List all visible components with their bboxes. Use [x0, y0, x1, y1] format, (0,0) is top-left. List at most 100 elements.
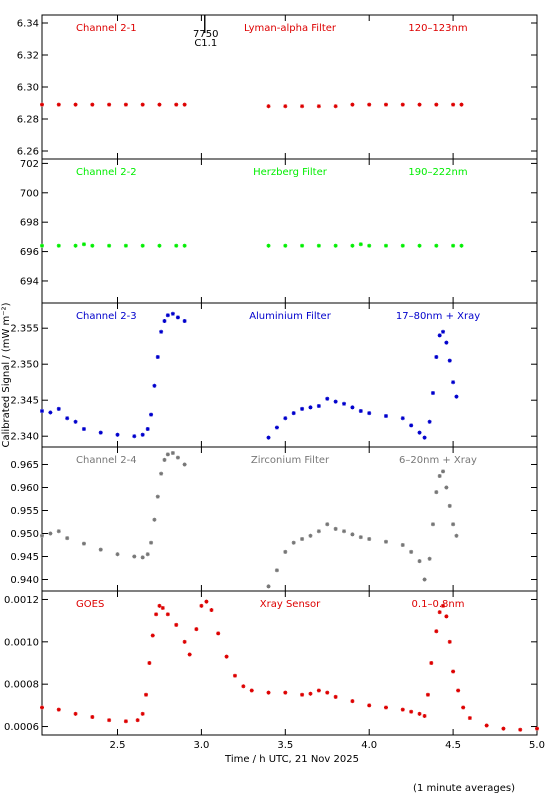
panel-frame [41, 14, 538, 160]
data-point [441, 329, 446, 334]
data-point [325, 396, 330, 401]
data-point [409, 423, 414, 428]
y-tick-label: 0.940 [10, 575, 39, 586]
y-tick-label: 702 [20, 159, 39, 170]
data-point [427, 419, 432, 424]
data-point [300, 243, 305, 248]
band-label: 120–123nm [408, 23, 467, 34]
data-point [283, 549, 288, 554]
data-point [182, 462, 187, 467]
data-point [266, 584, 271, 589]
data-point [461, 705, 466, 710]
data-point [358, 409, 363, 413]
data-point [300, 537, 305, 542]
y-tick-label: 0.960 [10, 483, 39, 494]
x-tick-label: 4.5 [445, 740, 461, 751]
filter-name: Lyman-alpha Filter [244, 23, 337, 34]
x-tick-label: 2.5 [110, 740, 126, 751]
y-tick-label: 2.355 [10, 324, 39, 335]
data-point [316, 104, 321, 109]
data-point [400, 243, 405, 248]
data-point [333, 526, 338, 531]
data-point [350, 243, 355, 248]
data-point [484, 723, 489, 728]
channel-name: Channel 2-3 [76, 311, 137, 322]
data-point [429, 661, 434, 665]
data-point [434, 355, 439, 359]
data-point [159, 329, 164, 334]
data-point [367, 243, 372, 248]
data-point [358, 535, 363, 540]
data-point [444, 340, 449, 345]
data-point [308, 691, 313, 696]
data-point [249, 688, 254, 693]
filter-name: Aluminium Filter [249, 311, 332, 322]
data-point [160, 605, 165, 610]
data-point [56, 406, 61, 411]
data-point [383, 705, 388, 710]
data-point [367, 703, 372, 708]
data-point [417, 243, 422, 248]
y-tick-label: 0.0006 [4, 722, 39, 733]
data-point [417, 559, 422, 564]
channel-name: Channel 2-2 [76, 167, 137, 178]
y-tick-label: 6.34 [17, 19, 39, 30]
data-point [56, 102, 61, 107]
data-point [157, 243, 162, 248]
data-point [447, 358, 452, 363]
data-point [459, 243, 464, 248]
x-tick-label: 3.0 [193, 740, 209, 751]
data-point [175, 315, 180, 320]
data-point [132, 434, 137, 439]
y-tick-label: 698 [20, 218, 39, 229]
data-point [383, 243, 388, 248]
data-point [316, 243, 321, 248]
data-point [274, 568, 279, 573]
event-marker: 7750 C1.1 [193, 15, 218, 49]
data-point [90, 715, 95, 719]
data-point [182, 639, 187, 644]
data-point [266, 435, 271, 440]
data-point [241, 684, 246, 689]
data-point [367, 102, 372, 107]
data-point [140, 555, 145, 560]
x-tick-label: 3.5 [277, 740, 293, 751]
data-point [170, 450, 175, 455]
data-point [447, 639, 452, 644]
y-tick-label: 700 [20, 188, 39, 199]
panel-5: 0.0006 0.0008 0.0010 0.0012 GOES Xray Sensor 0… [4, 590, 539, 736]
x-axis-label: Time / h UTC, 21 Nov 2025 [224, 754, 359, 765]
data-point [204, 599, 209, 604]
data-point [291, 411, 296, 416]
data-point [81, 427, 86, 431]
data-point [451, 102, 456, 107]
data-point [409, 709, 414, 714]
data-point [90, 102, 95, 107]
data-point [90, 243, 95, 248]
data-point [232, 673, 237, 678]
data-point [383, 102, 388, 107]
data-point [367, 411, 372, 416]
data-point [162, 457, 167, 462]
channel-name: GOES [76, 599, 104, 610]
data-point [444, 485, 449, 490]
data-point [174, 622, 179, 627]
data-point [73, 243, 78, 248]
data-point [266, 690, 271, 695]
data-point [291, 540, 296, 545]
y-tick-label: 6.30 [17, 83, 39, 94]
y-tick-label: 0.965 [10, 460, 39, 471]
panel-frame [41, 302, 538, 448]
panel-4: 0.940 0.945 0.950 0.955 0.960 0.965 Channel 2-… [10, 446, 538, 592]
data-point [40, 533, 44, 538]
data-point [383, 539, 388, 544]
data-point [149, 540, 154, 545]
data-point [182, 243, 187, 248]
panel-frame [41, 446, 538, 592]
data-point [115, 552, 120, 557]
panel-frame [41, 158, 538, 304]
data-point [283, 416, 288, 421]
data-point [274, 425, 279, 430]
y-tick-label: 6.26 [17, 147, 39, 158]
data-point [56, 707, 61, 712]
